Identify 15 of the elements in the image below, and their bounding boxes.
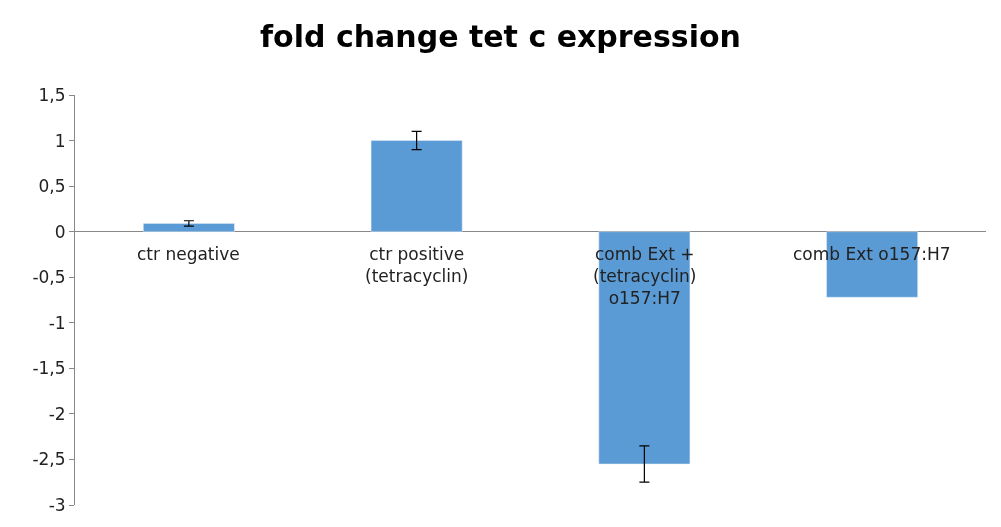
chart-title: fold change tet c expression [260,19,741,55]
bar [370,140,463,232]
x-tick-label: ctr negative [137,244,240,264]
y-tick-label: -1 [48,312,66,333]
y-tick-label: -1,5 [32,358,66,379]
y-tick-label: -0,5 [32,267,66,288]
bar [143,223,235,232]
y-tick-label: -2 [48,403,66,424]
y-tick-label: 1 [54,130,66,151]
y-tick-label: 0,5 [38,176,66,197]
y-tick-label: 0 [54,221,66,242]
y-tick-label: 1,5 [38,84,66,105]
y-tick-label: -2,5 [32,449,66,470]
y-tick-label: -3 [48,494,66,515]
x-tick-label: ctr positive (tetracyclin) [365,244,469,287]
